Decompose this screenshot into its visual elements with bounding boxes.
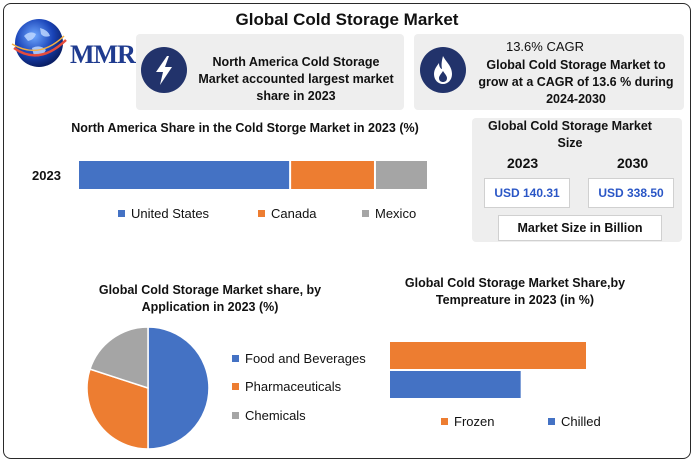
info-line: Global Cold Storage Market to: [486, 58, 666, 72]
temp-title-line: Tempreature in 2023 (in %): [435, 293, 595, 307]
globe-icon: [11, 19, 67, 67]
temp-title-line: Global Cold Storage Market Share,by: [404, 276, 626, 290]
legend-swatch: [232, 355, 239, 362]
info-line: share in 2023: [256, 89, 336, 103]
stacked-bar-chart: [79, 161, 427, 189]
pie-title-line: Application in 2023 (%): [141, 300, 279, 314]
pie-chart: [86, 326, 210, 450]
legend-chemicals: Chemicals: [232, 408, 306, 423]
pie-slice-food-and-beverages: [147, 326, 210, 450]
market-size-title-line: Global Cold Storage Market: [488, 119, 652, 133]
stacked-category-label: 2023: [32, 168, 61, 183]
info-line: grow at a CAGR of 13.6 % during: [478, 75, 674, 89]
legend-frozen: Frozen: [441, 414, 494, 429]
legend-united-states: United States: [118, 206, 209, 221]
legend-label: Chemicals: [245, 408, 306, 423]
flame-icon: [420, 47, 466, 93]
value-2023: USD 140.31: [484, 178, 570, 208]
legend-swatch: [258, 210, 265, 217]
info-line: North America Cold Storage: [212, 55, 380, 69]
lightning-icon: [141, 47, 187, 93]
cagr-heading: 13.6% CAGR: [505, 39, 585, 54]
legend-swatch: [232, 412, 239, 419]
market-size-title: Global Cold Storage Market Size: [480, 118, 660, 152]
legend-label: Pharmaceuticals: [245, 379, 342, 394]
page-title: Global Cold Storage Market: [235, 10, 459, 29]
pie-slice-chemicals: [89, 326, 149, 390]
legend-swatch: [548, 418, 555, 425]
legend-label: Food and Beverages: [245, 351, 366, 366]
info-text-cagr: Global Cold Storage Market to grow at a …: [470, 57, 682, 108]
legend-label: Chilled: [561, 414, 601, 429]
legend-food-beverages: Food and Beverages: [232, 351, 366, 366]
value-2030: USD 338.50: [588, 178, 674, 208]
temperature-chart-title: Global Cold Storage Market Share,by Temp…: [385, 275, 645, 309]
temperature-bar-chart: [390, 342, 586, 398]
legend-label: Mexico: [375, 206, 417, 221]
legend-label: Frozen: [454, 414, 495, 429]
market-size-footer: Market Size in Billion: [498, 215, 662, 241]
legend-swatch: [362, 210, 369, 217]
legend-swatch: [118, 210, 125, 217]
pie-title-line: Global Cold Storage Market share, by: [98, 283, 322, 297]
year-2023: 2023: [507, 155, 539, 171]
legend-label: United States: [131, 206, 210, 221]
market-size-title-line: Size: [557, 136, 583, 150]
stacked-chart-title: North America Share in the Cold Storge M…: [71, 121, 419, 135]
info-line: Market accounted largest market: [198, 72, 394, 86]
year-2030: 2030: [617, 155, 649, 171]
legend-canada: Canada: [258, 206, 317, 221]
logo: MMR: [10, 14, 140, 74]
pie-slice-pharmaceuticals: [86, 368, 149, 450]
legend-pharmaceuticals: Pharmaceuticals: [232, 379, 341, 394]
info-text-north-america: North America Cold Storage Market accoun…: [190, 54, 402, 105]
bar-segment-united-states: [79, 161, 290, 189]
bar-segment-mexico: [375, 161, 427, 189]
legend-mexico: Mexico: [362, 206, 416, 221]
bar-frozen: [390, 342, 586, 369]
legend-label: Canada: [271, 206, 317, 221]
legend-swatch: [232, 383, 239, 390]
legend-swatch: [441, 418, 448, 425]
bar-chilled: [390, 371, 521, 398]
pie-chart-title: Global Cold Storage Market share, by App…: [80, 282, 340, 316]
info-line: 2024-2030: [546, 92, 606, 106]
bar-segment-canada: [291, 161, 374, 189]
logo-text: MMR: [70, 40, 136, 69]
legend-chilled: Chilled: [548, 414, 601, 429]
